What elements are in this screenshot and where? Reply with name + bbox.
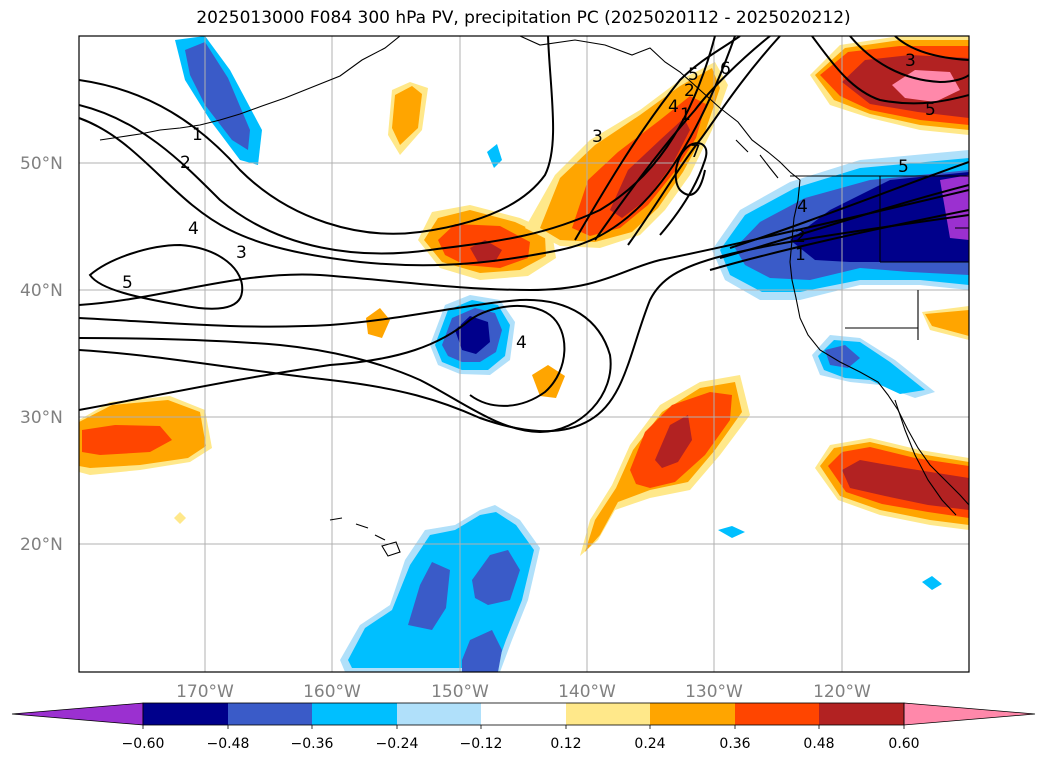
contour-label: 1 (192, 125, 203, 145)
contour-label: 4 (797, 197, 808, 217)
contour-label: 2 (180, 153, 191, 173)
colorbar-tick: −0.48 (207, 736, 250, 752)
colorbar-tick: 0.48 (803, 736, 834, 752)
contour-label: 3 (592, 127, 603, 147)
colorbar-segment (566, 703, 650, 725)
colorbar-segment (228, 703, 312, 725)
contour-label: 3 (236, 243, 247, 263)
contour-label: 5 (688, 65, 699, 85)
colorbar-tick: −0.12 (460, 736, 503, 752)
contour-label: 5 (925, 100, 936, 120)
colorbar-tick: −0.36 (291, 736, 334, 752)
colorbar-extend-min (11, 702, 144, 726)
colorbar-segment (735, 703, 819, 725)
longitude-labels: 170°W 160°W 150°W 140°W 130°W 120°W (176, 682, 871, 702)
lon-label: 130°W (685, 682, 743, 702)
colorbar-segment (312, 703, 397, 725)
colorbar-segment (397, 703, 481, 725)
colorbar-segment (650, 703, 735, 725)
contour-label: 4 (188, 219, 199, 239)
coastlines (99, 36, 969, 557)
lon-label: 170°W (176, 682, 234, 702)
pv-contours (79, 36, 969, 434)
lat-label: 50°N (20, 154, 63, 174)
colorbar-segment (143, 703, 228, 725)
map-plot-area: 1 2 3 4 5 1 2 3 4 5 6 7 1 2 4 5 3 5 4 (79, 36, 969, 672)
map-frame (78, 35, 970, 673)
lon-label: 120°W (813, 682, 871, 702)
contour-label: 3 (905, 51, 916, 71)
colorbar-tick: 0.36 (719, 736, 750, 752)
colorbar-tick: 0.60 (888, 736, 919, 752)
colorbar-tick: −0.24 (376, 736, 419, 752)
lon-label: 140°W (558, 682, 616, 702)
colorbar: −0.60 −0.48 −0.36 −0.24 −0.12 0.12 0.24 … (11, 702, 1036, 752)
contour-label: 1 (795, 245, 806, 265)
contour-label: 2 (795, 227, 806, 247)
lat-label: 20°N (20, 535, 63, 555)
contour-label: 5 (122, 273, 133, 293)
latitude-labels: 50°N 40°N 30°N 20°N (20, 154, 63, 555)
contour-label: 4 (516, 333, 527, 353)
contour-label: 5 (898, 157, 909, 177)
contour-label: 4 (668, 97, 679, 117)
contour-label: 6 (720, 59, 731, 79)
pv-contour-labels: 1 2 3 4 5 1 2 3 4 5 6 7 1 2 4 5 3 5 4 (122, 51, 936, 353)
map-gridlines (79, 36, 969, 672)
colorbar-tick: 0.24 (634, 736, 665, 752)
lon-label: 150°W (431, 682, 489, 702)
colorbar-tick: 0.12 (550, 736, 581, 752)
lat-label: 40°N (20, 281, 63, 301)
colorbar-tick: −0.60 (122, 736, 165, 752)
colorbar-segment (819, 703, 904, 725)
contour-label: 7 (690, 142, 701, 162)
lat-label: 30°N (20, 408, 63, 428)
map-title: 2025013000 F084 300 hPa PV, precipitatio… (196, 8, 851, 28)
colorbar-segment (481, 703, 566, 725)
lon-label: 160°W (303, 682, 361, 702)
colorbar-extend-max (903, 702, 1036, 726)
contour-label: 2 (684, 81, 695, 101)
contour-label: 1 (680, 105, 691, 125)
